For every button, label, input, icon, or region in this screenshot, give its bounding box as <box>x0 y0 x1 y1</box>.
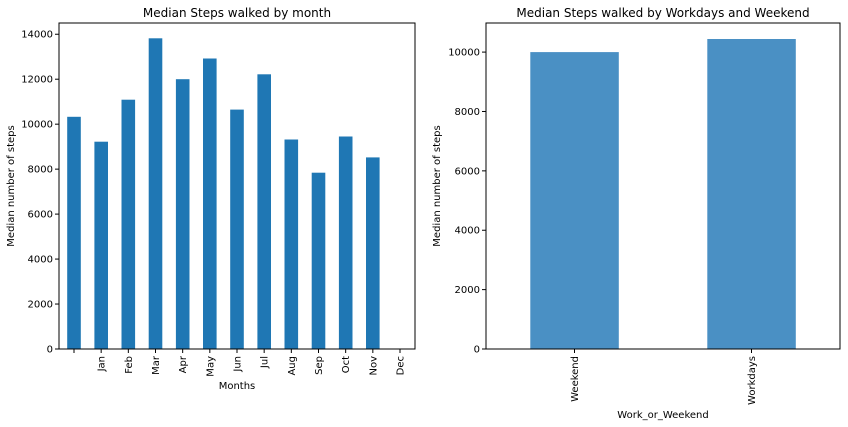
chart-monthly-bars <box>67 38 380 350</box>
monthly-y-tick-label: 10000 <box>21 120 53 131</box>
monthly-x-tick-label: Jan <box>97 356 108 372</box>
chart-workweek-ylabel: Median number of steps <box>432 125 443 246</box>
monthly-bar-2 <box>121 99 136 349</box>
chart-monthly-xlabel: Months <box>219 381 256 392</box>
chart-workweek-xlabel: Work_or_Weekend <box>617 410 708 421</box>
workweek-bar-workdays <box>707 39 796 349</box>
monthly-y-tick-label: 6000 <box>28 210 53 221</box>
monthly-x-tick-label: Sep <box>314 356 325 375</box>
monthly-x-tick-label: Oct <box>341 356 352 373</box>
monthly-y-tick-label: 8000 <box>28 165 53 176</box>
monthly-x-tick-label: Jul <box>260 356 271 369</box>
workweek-y-tick-label: 2000 <box>455 285 480 296</box>
chart-monthly: Median Steps walked by month 0 2000 4000 60… <box>6 6 416 392</box>
workweek-y-tick-label: 8000 <box>455 107 480 118</box>
chart-workweek-x-axis: Weekend Workdays <box>570 349 758 405</box>
workweek-y-tick-label: 10000 <box>448 48 480 59</box>
monthly-x-tick-label: Apr <box>178 355 189 373</box>
monthly-bar-8 <box>284 139 299 349</box>
monthly-bar-9 <box>311 172 326 349</box>
monthly-x-tick-label: Mar <box>151 355 162 375</box>
chart-monthly-frame <box>58 22 416 350</box>
workweek-y-tick-label: 0 <box>474 345 480 356</box>
chart-monthly-x-axis: Jan Feb Mar Apr May Jun Jul Aug Sep Oct Nov Dec <box>73 349 407 377</box>
monthly-bar-10 <box>338 136 353 349</box>
chart-monthly-ylabel: Median number of steps <box>6 125 17 246</box>
workweek-y-tick-label: 4000 <box>455 226 480 237</box>
workweek-y-tick-label: 6000 <box>455 166 480 177</box>
workweek-x-tick-label: Workdays <box>747 356 758 405</box>
chart-workweek-frame <box>485 22 841 350</box>
chart-monthly-title: Median Steps walked by month <box>143 6 331 20</box>
monthly-bar-7 <box>257 74 271 350</box>
chart-monthly-y-axis: 0 2000 4000 6000 8000 10000 12000 14000 <box>21 30 59 356</box>
monthly-bar-3 <box>148 38 163 350</box>
monthly-bar-0 <box>67 116 81 349</box>
monthly-bar-1 <box>94 141 108 349</box>
monthly-x-tick-label: Dec <box>396 356 407 375</box>
chart-workweek-bars <box>530 39 796 349</box>
monthly-bar-6 <box>230 109 244 349</box>
monthly-bar-11 <box>366 157 380 349</box>
monthly-bar-5 <box>203 58 217 349</box>
monthly-x-tick-label: Nov <box>368 356 379 376</box>
chart-workweek: Median Steps walked by Workdays and Week… <box>432 6 841 421</box>
workweek-bar-weekend <box>530 52 619 349</box>
monthly-x-tick-label: Feb <box>124 356 135 374</box>
monthly-x-tick-label: May <box>205 356 216 377</box>
monthly-x-tick-label: Aug <box>287 356 298 376</box>
monthly-x-tick-label: Jun <box>233 356 244 373</box>
monthly-y-tick-label: 2000 <box>28 300 53 311</box>
monthly-y-tick-label: 4000 <box>28 255 53 266</box>
monthly-y-tick-label: 14000 <box>21 30 53 41</box>
monthly-y-tick-label: 0 <box>47 345 53 356</box>
monthly-y-tick-label: 12000 <box>21 75 53 86</box>
monthly-bar-4 <box>175 79 190 349</box>
chart-workweek-title: Median Steps walked by Workdays and Week… <box>516 6 809 20</box>
chart-workweek-y-axis: 0 2000 4000 6000 8000 10000 <box>448 48 486 356</box>
workweek-x-tick-label: Weekend <box>570 356 581 402</box>
